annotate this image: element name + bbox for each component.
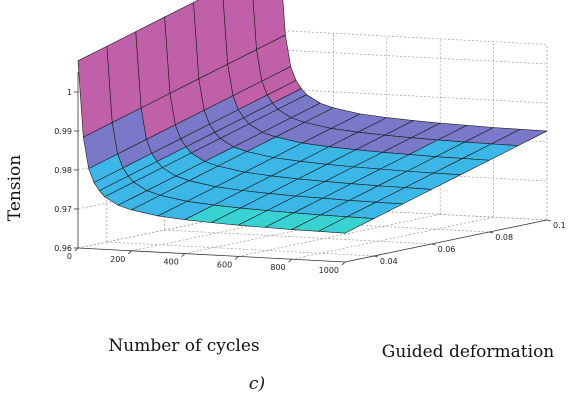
z-tick-labels: 0.96 0.97 0.98 0.99 1 <box>54 88 78 253</box>
y-tick-labels: 0.04 0.06 0.08 0.1 <box>373 219 566 266</box>
y-tick-label-2: 0.08 <box>495 233 513 242</box>
x-tick-label-3: 600 <box>217 260 232 269</box>
surface-cell-0-0 <box>77 45 113 138</box>
z-axis-label: Tension <box>5 155 25 221</box>
z-tick-label-1: 0.97 <box>54 205 72 214</box>
grid-line-floor-y-1 <box>164 229 432 245</box>
x-tick-label-4: 800 <box>270 263 285 272</box>
y-tick-mark-0 <box>373 255 378 258</box>
x-axis-label: Number of cycles <box>108 336 259 356</box>
z-tick-label-4: 1 <box>67 88 72 97</box>
y-tick-mark-2 <box>489 231 494 234</box>
x-tick-mark-1 <box>128 250 132 255</box>
y-tick-label-0: 0.04 <box>380 257 398 266</box>
surface-cell-0-2 <box>135 16 171 109</box>
x-tick-mark-2 <box>181 253 186 257</box>
figure-caption: c) <box>249 374 265 394</box>
z-tick-label-3: 0.99 <box>54 127 72 136</box>
x-tick-label-2: 400 <box>164 258 179 267</box>
y-tick-label-3: 0.1 <box>553 221 566 230</box>
x-tick-mark-4 <box>288 258 292 263</box>
surface-mesh <box>77 0 548 234</box>
y-tick-mark-3 <box>546 219 552 222</box>
grid-line-floor-y-0 <box>106 241 374 257</box>
grid-line-back-z-3 <box>279 88 548 104</box>
y-tick-mark-1 <box>431 243 436 246</box>
surface-cell-0-3 <box>164 2 200 94</box>
grid-line-back-z-5 <box>279 30 548 45</box>
x-tick-mark-5 <box>341 261 346 266</box>
z-tick-label-2: 0.98 <box>54 166 72 175</box>
x-tick-labels: 0 200 400 600 800 1000 <box>67 247 346 275</box>
surface-cell-14-0 <box>317 216 375 234</box>
y-axis-label: Guided deformation <box>382 342 555 362</box>
surface-cell-0-1 <box>106 31 142 123</box>
x-axis-line <box>77 247 346 263</box>
x-tick-mark-0 <box>74 247 79 252</box>
x-tick-label-5: 1000 <box>319 266 339 275</box>
x-tick-label-0: 0 <box>67 252 72 261</box>
y-tick-label-1: 0.06 <box>438 245 456 254</box>
chart-axes <box>77 72 548 263</box>
z-tick-label-0: 0.96 <box>54 244 72 253</box>
grid-line-back-z-4 <box>279 49 548 65</box>
y-axis-line <box>344 219 548 263</box>
x-tick-label-1: 200 <box>110 255 125 264</box>
x-tick-mark-3 <box>234 256 239 260</box>
